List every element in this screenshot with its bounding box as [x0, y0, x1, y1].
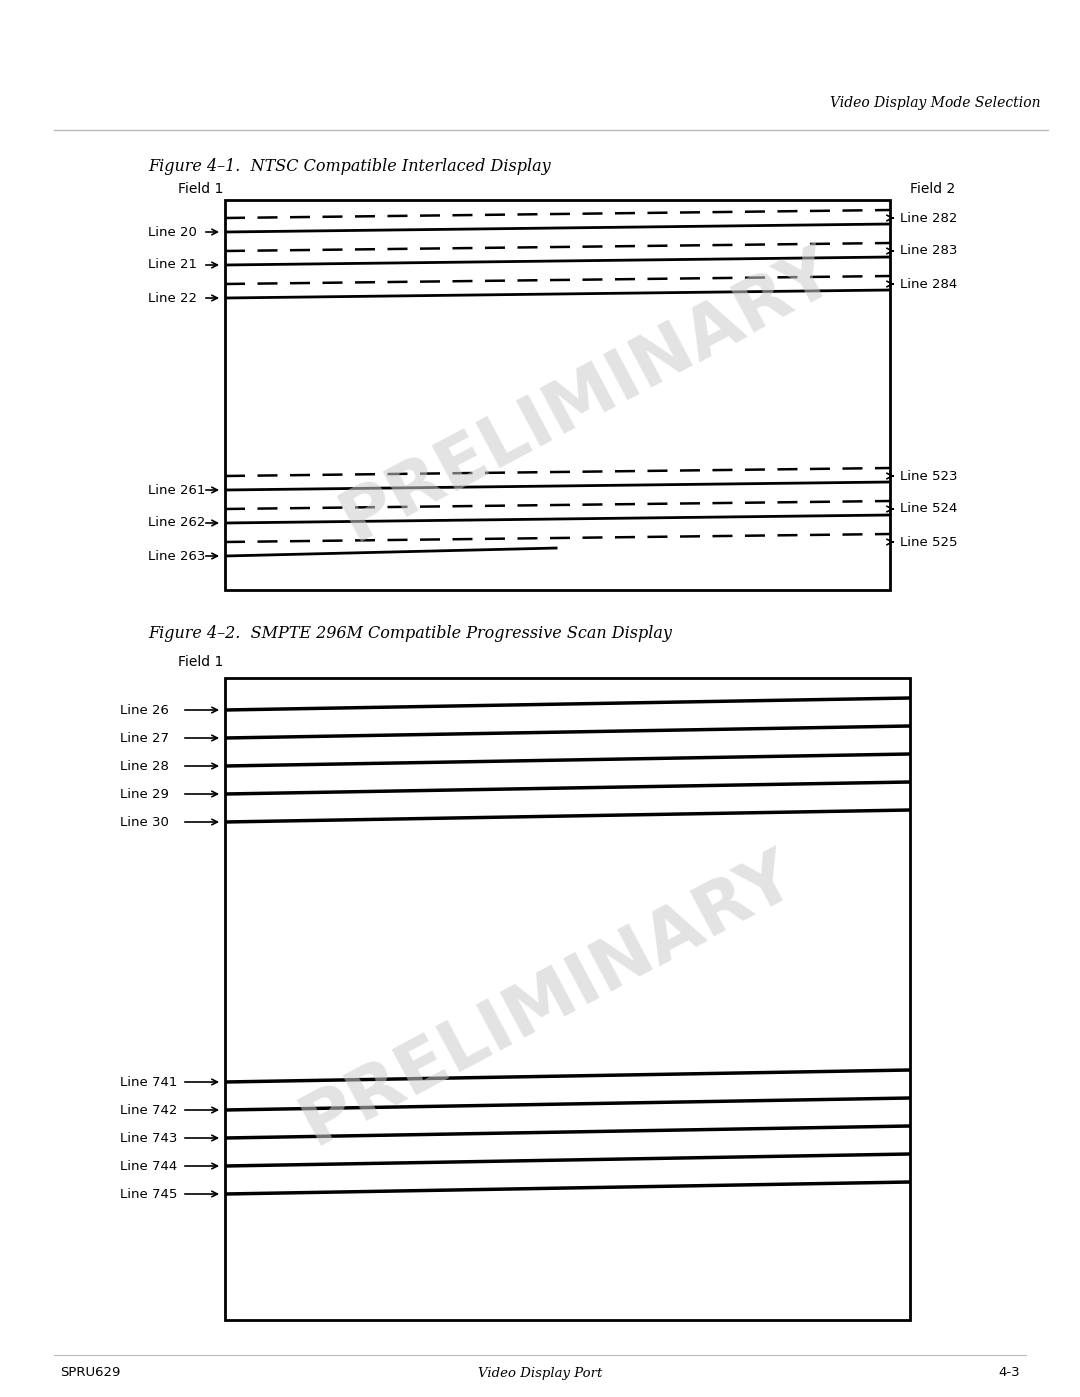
- Text: Line 743: Line 743: [120, 1132, 177, 1144]
- Text: Line 20: Line 20: [148, 225, 197, 239]
- Text: Line 744: Line 744: [120, 1160, 177, 1172]
- Text: Figure 4–1.  NTSC Compatible Interlaced Display: Figure 4–1. NTSC Compatible Interlaced D…: [148, 158, 551, 175]
- Text: Line 29: Line 29: [120, 788, 168, 800]
- Text: Field 1: Field 1: [178, 655, 224, 669]
- Text: Line 27: Line 27: [120, 732, 168, 745]
- Text: Line 21: Line 21: [148, 258, 197, 271]
- Text: Line 22: Line 22: [148, 292, 197, 305]
- Text: Line 263: Line 263: [148, 549, 205, 563]
- Text: Line 283: Line 283: [900, 244, 957, 257]
- Text: Field 2: Field 2: [910, 182, 955, 196]
- Text: Figure 4–2.  SMPTE 296M Compatible Progressive Scan Display: Figure 4–2. SMPTE 296M Compatible Progre…: [148, 624, 672, 643]
- Text: Line 742: Line 742: [120, 1104, 177, 1116]
- Bar: [225, 200, 890, 590]
- Text: Line 524: Line 524: [900, 503, 957, 515]
- Bar: [225, 678, 910, 1320]
- Text: Line 745: Line 745: [120, 1187, 177, 1200]
- Text: Line 284: Line 284: [900, 278, 957, 291]
- Text: Video Display Mode Selection: Video Display Mode Selection: [829, 96, 1040, 110]
- Text: Line 26: Line 26: [120, 704, 168, 717]
- Text: Line 741: Line 741: [120, 1076, 177, 1088]
- Text: 4-3: 4-3: [998, 1366, 1020, 1379]
- Text: Field 1: Field 1: [178, 182, 224, 196]
- Text: Line 525: Line 525: [900, 535, 958, 549]
- Text: Line 523: Line 523: [900, 469, 958, 482]
- Text: PRELIMINARY: PRELIMINARY: [328, 236, 847, 555]
- Text: SPRU629: SPRU629: [60, 1366, 120, 1379]
- Text: Video Display Port: Video Display Port: [477, 1366, 603, 1379]
- Text: Line 28: Line 28: [120, 760, 168, 773]
- Text: PRELIMINARY: PRELIMINARY: [288, 840, 807, 1158]
- Text: Line 261: Line 261: [148, 483, 205, 496]
- Text: Line 30: Line 30: [120, 816, 168, 828]
- Text: Line 282: Line 282: [900, 211, 957, 225]
- Text: Line 262: Line 262: [148, 517, 205, 529]
